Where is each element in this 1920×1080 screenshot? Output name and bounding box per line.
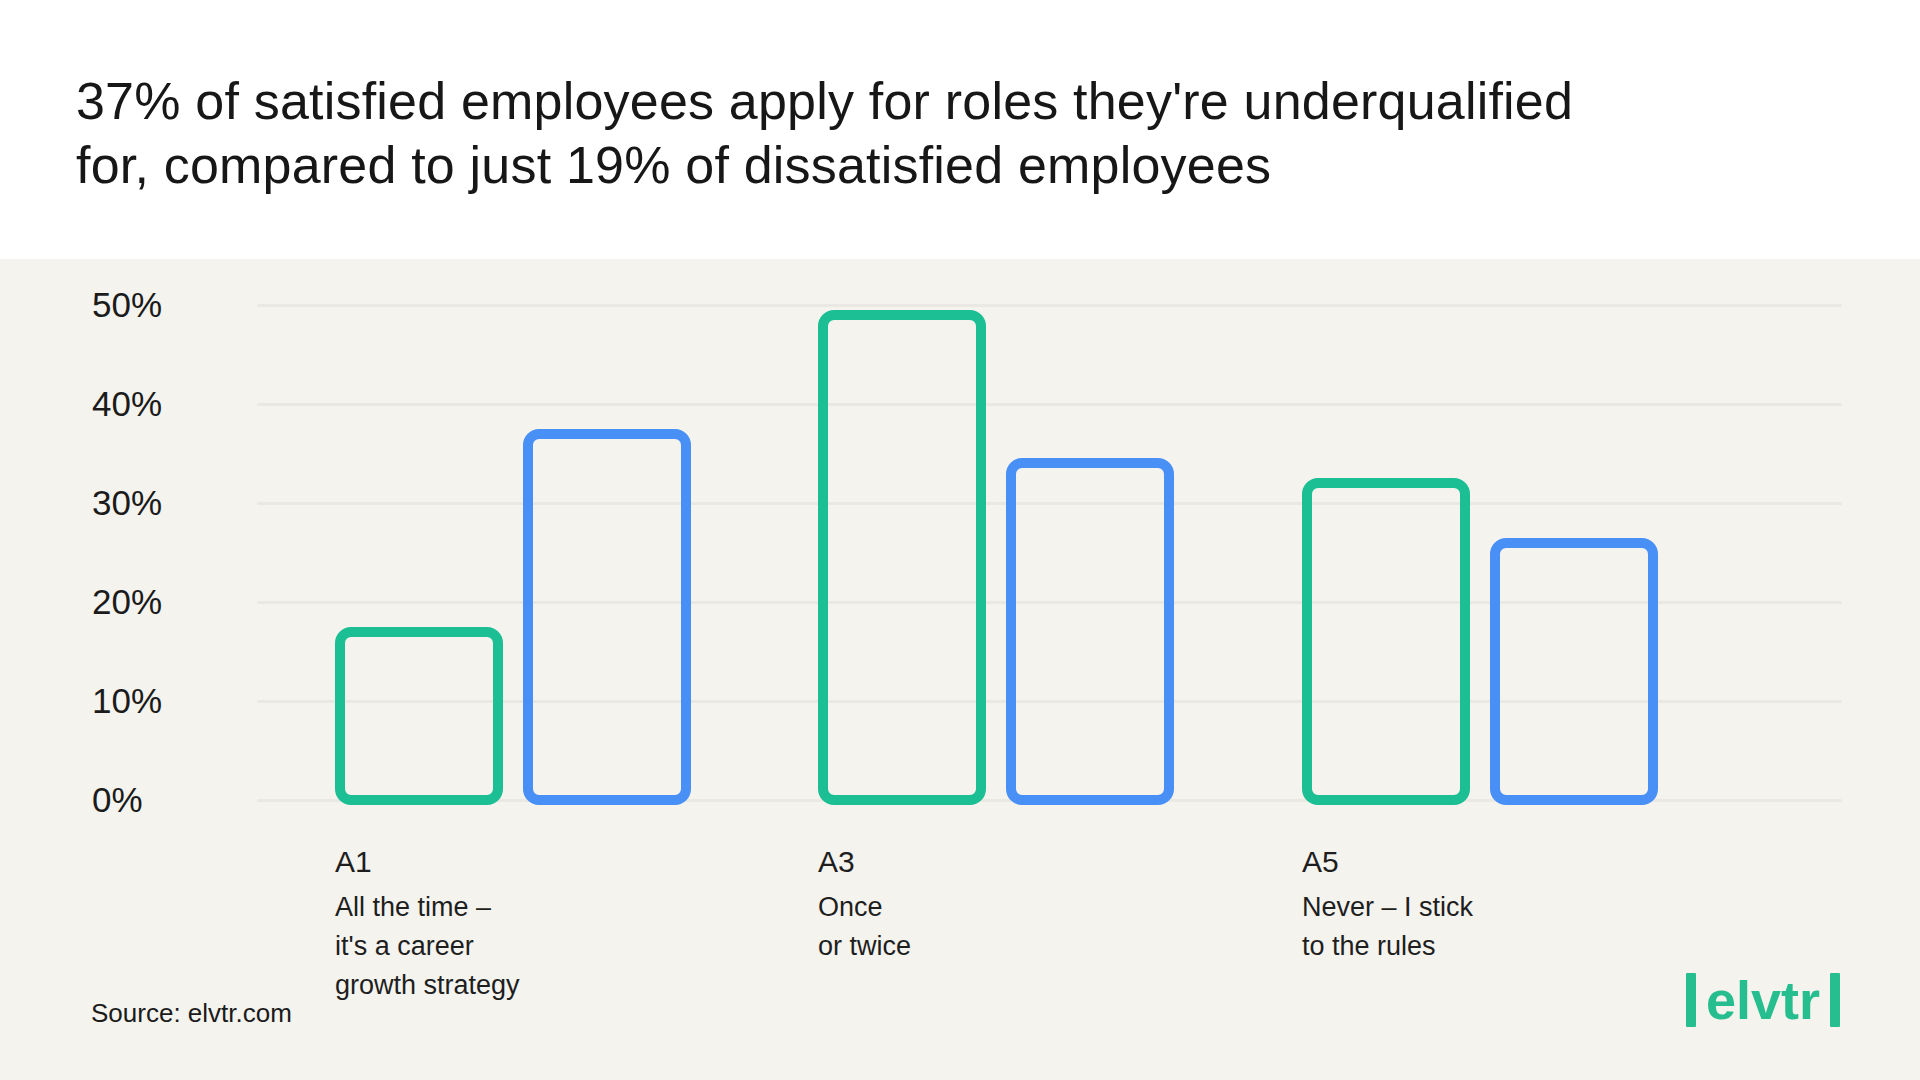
x-label-line: Never – I stick — [1302, 888, 1473, 927]
y-axis-label-10pct: 10% — [92, 680, 162, 722]
gridline-50pct — [257, 304, 1842, 307]
chart-title-line-2: for, compared to just 19% of dissatisfie… — [76, 133, 1876, 197]
chart-title-line-1: 37% of satisfied employees apply for rol… — [76, 69, 1876, 133]
logo-text: elvtr — [1706, 973, 1820, 1027]
logo-right-bar-icon — [1830, 973, 1840, 1027]
chart-panel: 0% 10% 20% 30% 40% 50% A1 All the time –it's a … — [0, 259, 1920, 1080]
y-axis-label-40pct: 40% — [92, 383, 162, 425]
x-label-line: Once — [818, 888, 911, 927]
bar-green-a3 — [818, 310, 986, 805]
y-axis-label-30pct: 30% — [92, 482, 162, 524]
y-axis-label-0pct: 0% — [92, 779, 143, 821]
x-label-a5: A5 Never – I stickto the rules — [1302, 845, 1473, 966]
elvtr-logo: elvtr — [1686, 973, 1840, 1027]
x-label-code: A5 — [1302, 845, 1473, 879]
infographic-page: 37% of satisfied employees apply for rol… — [0, 0, 1920, 1080]
bar-blue-a3 — [1006, 458, 1174, 805]
bar-green-a5 — [1302, 478, 1470, 805]
x-label-line: to the rules — [1302, 927, 1473, 966]
bar-blue-a1 — [523, 429, 691, 805]
x-label-a1: A1 All the time –it's a careergrowth stra… — [335, 845, 520, 1005]
y-axis-label-50pct: 50% — [92, 284, 162, 326]
x-label-code: A3 — [818, 845, 911, 879]
gridline-40pct — [257, 403, 1842, 406]
source-caption: Source: elvtr.com — [91, 997, 292, 1029]
bar-blue-a5 — [1490, 538, 1658, 805]
x-label-line: it's a career — [335, 927, 520, 966]
x-label-line: or twice — [818, 927, 911, 966]
logo-left-bar-icon — [1686, 973, 1696, 1027]
bar-green-a1 — [335, 627, 503, 805]
y-axis-label-20pct: 20% — [92, 581, 162, 623]
x-label-line: growth strategy — [335, 966, 520, 1005]
x-label-code: A1 — [335, 845, 520, 879]
x-label-a3: A3 Onceor twice — [818, 845, 911, 966]
chart-title: 37% of satisfied employees apply for rol… — [76, 69, 1876, 197]
x-label-line: All the time – — [335, 888, 520, 927]
